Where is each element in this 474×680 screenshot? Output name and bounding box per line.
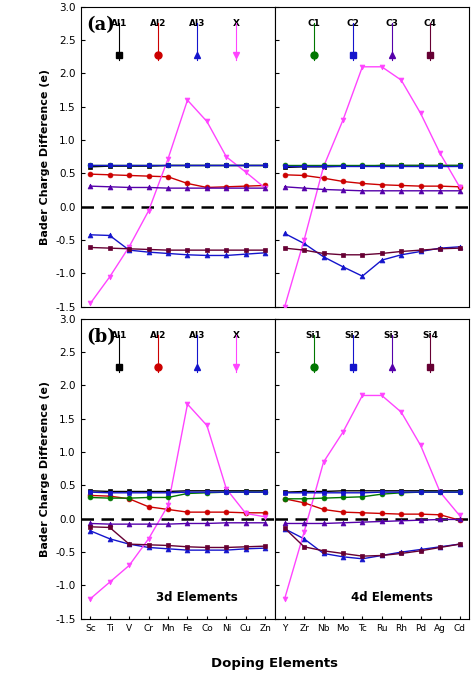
Text: 3d Elements: 3d Elements bbox=[156, 591, 238, 604]
Text: Si3: Si3 bbox=[383, 330, 400, 340]
Text: Al1: Al1 bbox=[111, 19, 128, 28]
Text: Si2: Si2 bbox=[345, 330, 361, 340]
Text: X: X bbox=[233, 330, 239, 340]
Text: Al2: Al2 bbox=[150, 330, 166, 340]
Text: Al3: Al3 bbox=[189, 19, 205, 28]
Text: Si1: Si1 bbox=[306, 330, 322, 340]
Text: C3: C3 bbox=[385, 19, 398, 28]
Text: (b): (b) bbox=[86, 328, 116, 346]
Text: Al2: Al2 bbox=[150, 19, 166, 28]
Text: X: X bbox=[233, 19, 239, 28]
Text: Doping Elements: Doping Elements bbox=[211, 657, 338, 670]
Text: C1: C1 bbox=[307, 19, 320, 28]
Y-axis label: Bader Charge Difference (e): Bader Charge Difference (e) bbox=[40, 69, 50, 245]
Text: C4: C4 bbox=[424, 19, 437, 28]
Text: Al3: Al3 bbox=[189, 330, 205, 340]
Text: C2: C2 bbox=[346, 19, 359, 28]
Text: Si4: Si4 bbox=[422, 330, 438, 340]
Y-axis label: Bader Charge Difference (e): Bader Charge Difference (e) bbox=[40, 381, 50, 557]
Text: (a): (a) bbox=[86, 16, 115, 34]
Text: Al1: Al1 bbox=[111, 330, 128, 340]
Text: 4d Elements: 4d Elements bbox=[351, 591, 432, 604]
